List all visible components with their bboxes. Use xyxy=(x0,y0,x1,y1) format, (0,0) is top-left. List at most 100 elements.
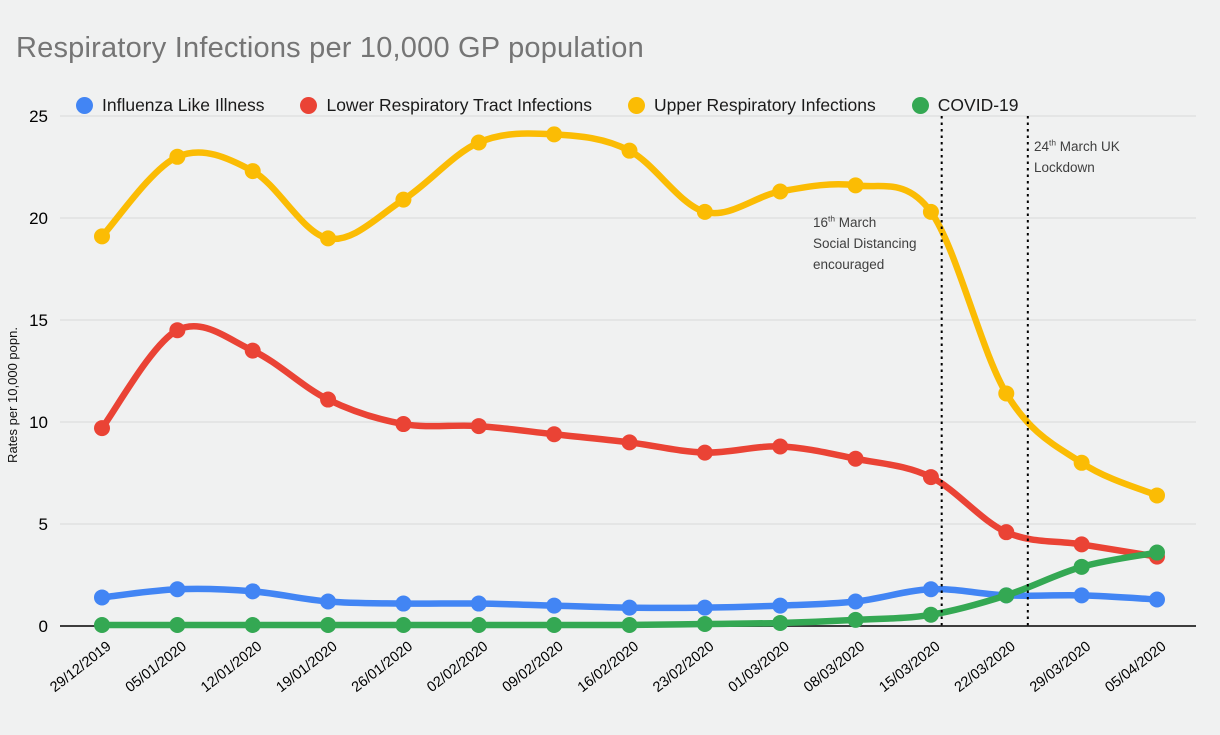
data-point-covid-19 xyxy=(772,614,789,631)
data-point-influenza-like-illness xyxy=(696,599,713,616)
x-tick-label: 15/03/2020 xyxy=(876,639,943,696)
annotation-line: 24th March UK xyxy=(1034,137,1120,154)
annotation-uk-lockdown: 24th March UK Lockdown xyxy=(1034,136,1154,178)
legend-item-influenza-like-illness: Influenza Like Illness xyxy=(76,95,264,116)
data-point-upper-respiratory-infections xyxy=(470,134,487,151)
annotation-line: encouraged xyxy=(813,257,885,272)
data-point-covid-19 xyxy=(470,616,487,633)
gridlines xyxy=(60,115,1196,627)
data-point-influenza-like-illness xyxy=(244,583,261,600)
data-point-influenza-like-illness xyxy=(395,595,412,612)
x-tick-label: 12/01/2020 xyxy=(198,639,265,696)
data-point-covid-19 xyxy=(1073,558,1090,575)
data-point-lower-respiratory-tract-infections xyxy=(470,418,487,435)
data-point-upper-respiratory-infections xyxy=(169,148,186,165)
x-tick-label: 23/02/2020 xyxy=(650,639,717,696)
x-tick-label: 29/12/2019 xyxy=(47,639,114,696)
data-point-covid-19 xyxy=(621,616,638,633)
annotation-line: Social Distancing xyxy=(813,236,917,251)
data-point-lower-respiratory-tract-infections xyxy=(772,438,789,455)
data-point-upper-respiratory-infections xyxy=(847,177,864,194)
data-point-covid-19 xyxy=(169,616,186,633)
y-tick-label: 15 xyxy=(29,311,48,330)
data-point-lower-respiratory-tract-infections xyxy=(395,416,412,433)
data-point-upper-respiratory-infections xyxy=(546,126,563,143)
legend-swatch-green-icon xyxy=(911,97,929,114)
chart-legend: Influenza Like Illness Lower Respiratory… xyxy=(76,95,1019,116)
data-point-influenza-like-illness xyxy=(320,593,337,610)
data-point-upper-respiratory-infections xyxy=(94,228,110,245)
data-point-covid-19 xyxy=(94,616,110,633)
data-point-covid-19 xyxy=(1148,544,1165,561)
y-axis-tick-labels: 0 5 10 15 20 25 xyxy=(29,107,48,636)
data-point-covid-19 xyxy=(320,616,337,633)
legend-swatch-blue-icon xyxy=(76,97,93,114)
x-tick-label: 09/02/2020 xyxy=(500,639,567,696)
data-point-upper-respiratory-infections xyxy=(1073,454,1090,471)
series-line-upper-respiratory-infections xyxy=(98,130,1161,499)
data-point-influenza-like-illness xyxy=(847,593,864,610)
data-point-covid-19 xyxy=(922,606,939,623)
data-point-influenza-like-illness xyxy=(922,581,939,598)
data-point-upper-respiratory-infections xyxy=(696,203,713,220)
x-tick-label: 08/03/2020 xyxy=(801,639,868,696)
x-tick-label: 16/02/2020 xyxy=(575,639,642,696)
data-point-lower-respiratory-tract-infections xyxy=(998,524,1015,541)
data-point-covid-19 xyxy=(847,611,864,628)
data-point-upper-respiratory-infections xyxy=(244,163,261,180)
data-point-influenza-like-illness xyxy=(546,597,563,614)
legend-label: Lower Respiratory Tract Infections xyxy=(326,95,592,115)
legend-label: Upper Respiratory Infections xyxy=(654,95,876,115)
chart-title: Respiratory Infections per 10,000 GP pop… xyxy=(16,32,644,64)
data-series xyxy=(94,126,1165,633)
data-point-upper-respiratory-infections xyxy=(772,183,789,200)
data-point-lower-respiratory-tract-infections xyxy=(1073,536,1090,553)
data-point-lower-respiratory-tract-infections xyxy=(621,434,638,451)
data-point-upper-respiratory-infections xyxy=(922,203,939,220)
data-point-lower-respiratory-tract-infections xyxy=(847,450,864,467)
legend-item-lower-respiratory-tract-infections: Lower Respiratory Tract Infections xyxy=(300,95,592,116)
legend-item-upper-respiratory-infections: Upper Respiratory Infections xyxy=(628,95,876,116)
data-point-lower-respiratory-tract-infections xyxy=(94,420,110,437)
data-point-influenza-like-illness xyxy=(470,595,487,612)
annotation-line: Lockdown xyxy=(1034,160,1095,175)
y-tick-label: 0 xyxy=(39,617,48,636)
x-tick-label: 05/01/2020 xyxy=(123,639,190,696)
data-point-lower-respiratory-tract-infections xyxy=(244,342,261,359)
data-point-lower-respiratory-tract-infections xyxy=(169,322,186,339)
data-point-upper-respiratory-infections xyxy=(621,142,638,159)
data-point-covid-19 xyxy=(395,616,412,633)
legend-swatch-red-icon xyxy=(300,97,318,114)
y-tick-label: 20 xyxy=(29,209,48,228)
x-tick-label: 05/04/2020 xyxy=(1102,639,1169,696)
data-point-influenza-like-illness xyxy=(621,599,638,616)
data-point-upper-respiratory-infections xyxy=(1148,487,1165,504)
data-point-influenza-like-illness xyxy=(772,597,789,614)
y-tick-label: 25 xyxy=(29,107,48,126)
x-tick-label: 26/01/2020 xyxy=(349,639,416,696)
data-point-influenza-like-illness xyxy=(1073,587,1090,604)
legend-swatch-yellow-icon xyxy=(628,97,645,114)
y-tick-label: 5 xyxy=(39,515,48,534)
x-tick-label: 29/03/2020 xyxy=(1027,639,1094,696)
annotation-reference-lines xyxy=(940,116,1029,627)
data-point-covid-19 xyxy=(998,587,1015,604)
data-point-covid-19 xyxy=(696,615,713,632)
legend-label: COVID-19 xyxy=(937,95,1019,115)
annotation-social-distancing: 16th March Social Distancing encouraged xyxy=(813,212,943,275)
legend-label: Influenza Like Illness xyxy=(102,95,265,115)
data-point-lower-respiratory-tract-infections xyxy=(546,426,563,443)
data-point-covid-19 xyxy=(546,616,563,633)
data-point-influenza-like-illness xyxy=(1148,591,1165,608)
x-tick-label: 19/01/2020 xyxy=(273,639,340,696)
data-point-influenza-like-illness xyxy=(94,589,110,606)
data-point-upper-respiratory-infections xyxy=(320,230,337,247)
x-axis-tick-labels: 29/12/2019 05/01/2020 12/01/2020 19/01/2020… xyxy=(47,639,1169,696)
data-point-upper-respiratory-infections xyxy=(395,191,412,208)
data-point-lower-respiratory-tract-infections xyxy=(922,469,939,486)
data-point-lower-respiratory-tract-infections xyxy=(320,391,337,408)
data-point-lower-respiratory-tract-infections xyxy=(696,444,713,461)
x-tick-label: 02/02/2020 xyxy=(424,639,491,696)
